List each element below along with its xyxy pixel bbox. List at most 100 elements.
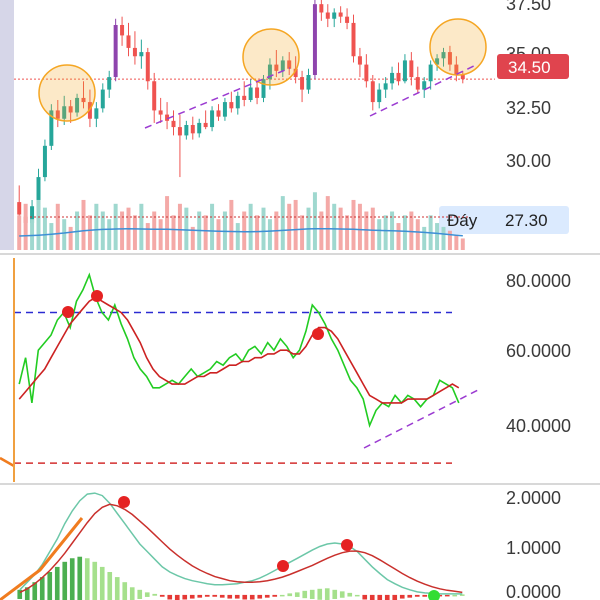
candle-body [383,83,388,90]
volume-bar [158,219,163,250]
macd-histogram-bar [204,594,210,597]
volume-bar [42,207,47,250]
volume-bar [248,203,253,250]
candle-body [248,87,253,100]
macd-histogram-bar [84,558,90,600]
candle-body [370,81,375,103]
macd-histogram-bar [459,594,465,596]
macd-histogram-bar [227,594,233,599]
candle-body [42,145,47,178]
volume-bar [190,226,195,250]
candle-body [75,97,80,113]
macd-cross-marker [341,539,353,551]
macd-histogram-bar [129,587,135,600]
candle-body [120,25,125,36]
macd-histogram-bar [242,594,248,600]
macd-histogram-bar [249,594,255,600]
candle-body [396,72,401,82]
candle-body [390,72,395,84]
trendline [144,67,291,129]
volume-bar [396,223,401,250]
candle-body [94,108,99,119]
candle-body [325,12,330,19]
volume-bar [55,203,60,250]
macd-histogram-bar [152,593,158,596]
volume-bar [345,215,350,250]
price-tick-37-50: 37.50 [506,0,551,14]
candle-body [139,52,144,57]
volume-bar [216,219,221,250]
volume-bar [422,226,427,250]
macd-histogram-bar [99,566,105,600]
macd-cross-marker [118,496,130,508]
candle-body [68,106,73,113]
volume-bar [287,203,292,250]
candle-body [184,125,189,136]
candle-body [255,87,260,98]
volume-bar [312,192,317,250]
candle-body [428,64,433,82]
candle-body [300,77,305,90]
macd-histogram-bar [47,572,53,600]
candle-body [441,52,446,59]
candle-body [171,120,176,128]
candle-body [351,22,356,57]
candle-body [152,81,157,111]
volume-ma-line [19,227,463,237]
candle-body [235,95,240,109]
macd-histogram-bar [332,589,338,599]
candle-body [87,102,92,119]
volume-bar [332,203,337,250]
candle-body [312,4,317,76]
volume-bar [441,226,446,250]
macd-cross-marker [277,560,289,572]
macd-panel [0,492,465,600]
macd-histogram-bar [197,594,203,598]
volume-bar [68,226,73,250]
candle-body [222,102,227,117]
highlight-circle [429,18,487,76]
candle-body [49,110,54,146]
volume-bar [280,196,285,250]
macd-histogram-bar [159,594,165,597]
candle-body [274,64,279,71]
candle-body [261,79,266,98]
macd-histogram-bar [219,594,225,598]
volume-bar [30,219,35,250]
candle-body [126,35,131,48]
volume-bar [17,215,22,250]
trendline [369,63,479,117]
candle-body [357,56,362,65]
volume-ma-value: 27.30 [505,211,548,230]
macd-histogram-bar [54,566,60,600]
macd-histogram-bar [384,594,390,600]
volume-bar [145,223,150,250]
volume-ma-label: Đáy [447,211,478,230]
volume-bar [435,223,440,250]
candle-body [107,77,112,90]
current-price-badge [497,54,569,79]
volume-bar [120,211,125,250]
volume-bar [81,199,86,250]
macd-tick-2: 2.0000 [506,488,561,508]
macd-histogram-bar [294,592,300,597]
macd-histogram-bar [392,594,398,600]
volume-bar [447,230,452,250]
macd-histogram-bar [167,594,173,600]
volume-bar [203,215,208,250]
highlight-circle [38,64,96,122]
macd-histogram-bar [399,594,405,599]
volume-bar [383,215,388,250]
candle-body [165,114,170,121]
macd-histogram-bar [317,588,323,600]
candle-body [242,95,247,100]
macd-signal-line [19,503,463,594]
volume-bar [184,207,189,250]
volume-bar [415,219,420,250]
volume-bar [267,219,272,250]
volume-bar [261,207,266,250]
volume-bar [165,196,170,250]
macd-histogram-bar [377,594,383,600]
left-scroll-edge [0,0,14,250]
